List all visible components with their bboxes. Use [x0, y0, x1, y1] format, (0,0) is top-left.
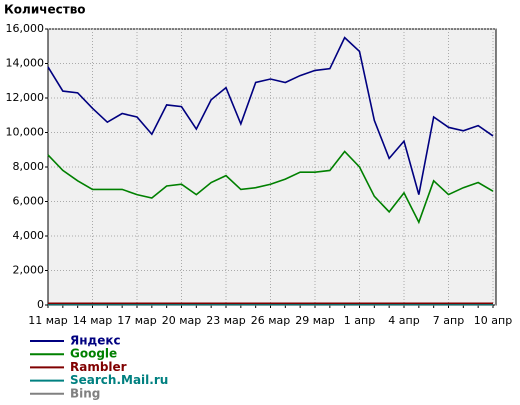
series-line [47, 150, 494, 225]
y-tick-label: 12,000 [6, 91, 45, 104]
x-tick-label: 23 мар [206, 314, 246, 327]
y-tick-label: 16,000 [6, 22, 45, 35]
x-tick-label: 1 апр [344, 314, 375, 327]
y-tick-label: 6,000 [13, 195, 45, 208]
x-tick-label: 11 мар [28, 314, 68, 327]
x-tick-label: 26 мар [251, 314, 291, 327]
x-tick-label: 17 мар [117, 314, 157, 327]
legend-label: Search.Mail.ru [70, 373, 168, 387]
y-tick-label: 10,000 [6, 126, 45, 139]
y-tick-label: 0 [37, 298, 44, 311]
y-tick-label: 2,000 [13, 264, 45, 277]
y-tick-label: 4,000 [13, 229, 45, 242]
x-tick-label: 29 мар [295, 314, 335, 327]
x-tick-label: 20 мар [162, 314, 202, 327]
series-line [47, 36, 494, 195]
y-tick-label: 8,000 [13, 160, 45, 173]
y-tick-label: 14,000 [6, 57, 45, 70]
x-tick-label: 14 мар [73, 314, 113, 327]
legend-label: Google [70, 347, 117, 361]
legend-label: Яндекс [70, 334, 121, 348]
legend-label: Bing [70, 386, 100, 400]
plot-area [47, 28, 497, 306]
x-tick-label: 10 апр [474, 314, 512, 327]
x-tick-label: 4 апр [388, 314, 419, 327]
chart-title: Количество [4, 3, 86, 17]
x-tick-label: 7 апр [433, 314, 464, 327]
legend-label: Rambler [70, 360, 127, 374]
